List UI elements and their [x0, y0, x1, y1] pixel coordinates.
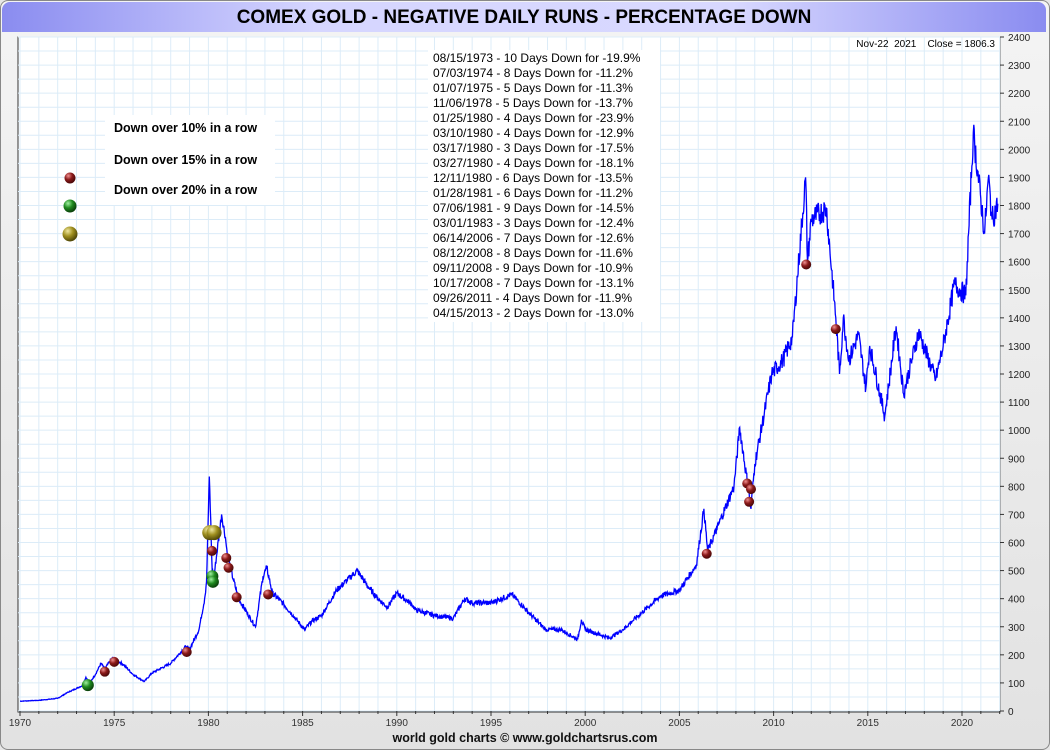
y-tick-label: 2200	[1008, 89, 1031, 100]
y-tick-label: 200	[1008, 651, 1025, 662]
y-tick-label: 2300	[1008, 61, 1031, 72]
y-tick-label: 700	[1008, 510, 1025, 521]
y-tick-label: 800	[1008, 482, 1025, 493]
x-tick-label: 2005	[668, 718, 691, 729]
run-marker-20pct	[206, 525, 222, 541]
annotation-line: 01/28/1981 - 6 Days Down for -11.2%	[433, 186, 633, 200]
x-tick-label: 1995	[480, 718, 503, 729]
annotation-line: 09/11/2008 - 9 Days Down for -10.9%	[433, 261, 633, 275]
y-tick-label: 1800	[1008, 202, 1031, 213]
annotation-line: 01/07/1975 - 5 Days Down for -11.3%	[433, 81, 633, 95]
y-tick-label: 400	[1008, 595, 1025, 606]
y-tick-label: 2000	[1008, 145, 1031, 156]
x-tick-label: 2000	[574, 718, 597, 729]
y-tick-label: 900	[1008, 454, 1025, 465]
y-tick-label: 500	[1008, 567, 1025, 578]
x-tick-label: 1970	[9, 718, 32, 729]
y-tick-label: 1700	[1008, 230, 1031, 241]
close-label: Nov-22 2021 Close = 1806.3	[856, 39, 995, 50]
run-marker-15pct	[81, 679, 94, 692]
run-marker-15pct	[206, 575, 219, 588]
y-tick-label: 1900	[1008, 173, 1031, 184]
run-marker-10pct	[263, 589, 274, 600]
y-tick-label: 2100	[1008, 117, 1031, 128]
y-tick-label: 1500	[1008, 286, 1031, 297]
annotation-line: 03/27/1980 - 4 Days Down for -18.1%	[433, 156, 634, 170]
x-tick-label: 1985	[291, 718, 314, 729]
run-marker-10pct	[181, 647, 192, 658]
x-tick-label: 1990	[386, 718, 409, 729]
annotation-line: 03/17/1980 - 3 Days Down for -17.5%	[433, 141, 634, 155]
x-tick-label: 2010	[762, 718, 785, 729]
run-marker-10pct	[801, 259, 812, 270]
y-tick-label: 2400	[1008, 33, 1031, 44]
x-tick-label: 1975	[103, 718, 126, 729]
annotation-line: 07/06/1981 - 9 Days Down for -14.5%	[433, 201, 634, 215]
x-tick-label: 1980	[197, 718, 220, 729]
footer-credit: world gold charts © www.goldchartsrus.co…	[392, 731, 658, 745]
run-marker-10pct	[109, 656, 120, 667]
annotation-line: 06/14/2006 - 7 Days Down for -12.6%	[433, 231, 634, 245]
run-marker-10pct	[223, 562, 234, 573]
legend-box	[105, 115, 275, 205]
annotation-line: 09/26/2011 - 4 Days Down for -11.9%	[433, 291, 632, 305]
run-marker-10pct	[231, 592, 242, 603]
legend-label: Down over 20% in a row	[114, 183, 257, 197]
y-tick-label: 0	[1008, 707, 1014, 718]
annotation-line: 12/11/1980 - 6 Days Down for -13.5%	[433, 171, 633, 185]
legend-dot-green-icon	[63, 199, 77, 213]
run-marker-10pct	[99, 666, 110, 677]
run-marker-10pct	[830, 324, 841, 335]
chart-title: COMEX GOLD - NEGATIVE DAILY RUNS - PERCE…	[2, 2, 1046, 32]
run-marker-10pct	[745, 484, 756, 495]
annotation-line: 11/06/1978 - 5 Days Down for -13.7%	[433, 96, 633, 110]
y-tick-label: 1200	[1008, 370, 1031, 381]
annotation-line: 03/10/1980 - 4 Days Down for -12.9%	[433, 126, 634, 140]
run-marker-10pct	[221, 552, 232, 563]
annotation-line: 04/15/2013 - 2 Days Down for -13.0%	[433, 306, 634, 320]
x-tick-label: 2015	[857, 718, 880, 729]
legend-dot-gold-icon	[62, 226, 78, 242]
annotation-line: 03/01/1983 - 3 Days Down for -12.4%	[433, 216, 634, 230]
annotation-line: 01/25/1980 - 4 Days Down for -23.9%	[433, 111, 634, 125]
y-tick-label: 600	[1008, 539, 1025, 550]
legend-label: Down over 10% in a row	[114, 121, 257, 135]
annotation-line: 08/15/1973 - 10 Days Down for -19.9%	[433, 51, 641, 65]
y-tick-label: 1100	[1008, 398, 1030, 409]
y-tick-label: 300	[1008, 623, 1025, 634]
x-tick-label: 2020	[951, 718, 974, 729]
y-tick-label: 1300	[1008, 342, 1031, 353]
y-tick-label: 100	[1008, 679, 1025, 690]
run-marker-10pct	[744, 496, 755, 507]
annotation-box	[428, 50, 660, 322]
legend-dot-red-icon	[64, 172, 76, 184]
y-tick-label: 1000	[1008, 426, 1031, 437]
annotation-line: 10/17/2008 - 7 Days Down for -13.1%	[433, 276, 634, 290]
y-tick-label: 1600	[1008, 258, 1031, 269]
run-marker-10pct	[206, 545, 217, 556]
y-tick-label: 1400	[1008, 314, 1031, 325]
annotation-line: 08/12/2008 - 8 Days Down for -11.6%	[433, 246, 633, 260]
legend-label: Down over 15% in a row	[114, 153, 257, 167]
annotation-line: 07/03/1974 - 8 Days Down for -11.2%	[433, 66, 633, 80]
run-marker-10pct	[701, 548, 712, 559]
